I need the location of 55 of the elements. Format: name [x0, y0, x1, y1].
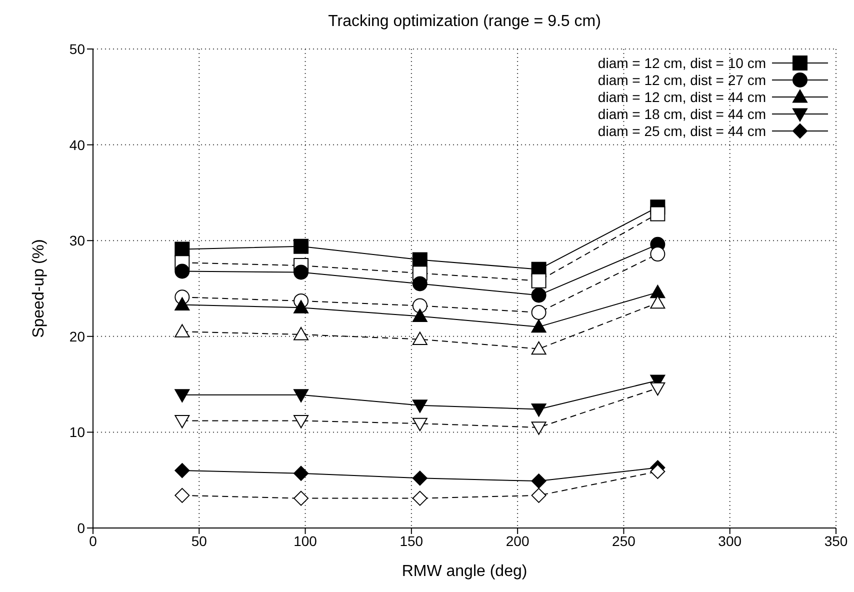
- x-axis-title: RMW angle (deg): [402, 563, 528, 580]
- point: [412, 418, 428, 432]
- y-tick-label: 30: [69, 232, 86, 249]
- legend-label: diam = 12 cm, dist = 27 cm: [598, 72, 766, 88]
- point: [531, 273, 546, 288]
- point: [412, 308, 428, 322]
- point: [412, 470, 428, 486]
- point: [294, 414, 309, 428]
- x-tick-label: 0: [89, 532, 98, 549]
- legend-label: diam = 12 cm, dist = 44 cm: [598, 88, 766, 104]
- point: [650, 382, 666, 396]
- point: [174, 463, 190, 478]
- chart-title: Tracking optimization (range = 9.5 cm): [327, 12, 602, 32]
- legend-label: diam = 18 cm, dist = 44 cm: [598, 106, 766, 122]
- legend-label: diam = 12 cm, dist = 10 cm: [598, 54, 766, 70]
- y-tick-label: 10: [69, 424, 86, 440]
- point: [412, 332, 428, 346]
- point: [174, 324, 190, 338]
- point: [412, 276, 428, 292]
- point: [650, 206, 666, 222]
- x-tick-label: 50: [191, 532, 208, 549]
- y-tick-label: 40: [69, 136, 86, 153]
- x-tick-label: 350: [824, 532, 848, 549]
- point: [294, 300, 309, 314]
- point: [650, 464, 666, 479]
- point: [650, 284, 666, 298]
- point: [531, 474, 546, 489]
- point: [174, 297, 190, 311]
- point: [294, 264, 309, 280]
- x-tick-label: 250: [612, 532, 636, 549]
- point: [531, 319, 546, 333]
- x-tick-label: 300: [718, 532, 742, 549]
- point: [174, 414, 190, 428]
- point: [294, 466, 309, 481]
- x-tick-label: 200: [506, 532, 530, 549]
- y-tick-label: 0: [77, 520, 86, 536]
- point: [174, 264, 190, 279]
- x-tick-label: 150: [400, 532, 424, 549]
- point: [531, 288, 546, 303]
- x-tick-label: 100: [294, 532, 318, 549]
- point: [412, 400, 428, 413]
- point: [174, 242, 190, 257]
- point: [531, 403, 546, 417]
- point: [294, 326, 309, 340]
- y-axis-title: Speed-up (%): [30, 239, 48, 338]
- point: [650, 246, 666, 262]
- point: [174, 389, 190, 402]
- y-tick-label: 20: [69, 328, 86, 344]
- y-tick-label: 50: [69, 40, 86, 57]
- point: [531, 422, 546, 435]
- point: [650, 295, 666, 309]
- point: [531, 341, 546, 355]
- legend-label: diam = 25 cm, dist = 44 cm: [598, 122, 766, 138]
- point: [294, 389, 309, 402]
- point: [294, 238, 309, 254]
